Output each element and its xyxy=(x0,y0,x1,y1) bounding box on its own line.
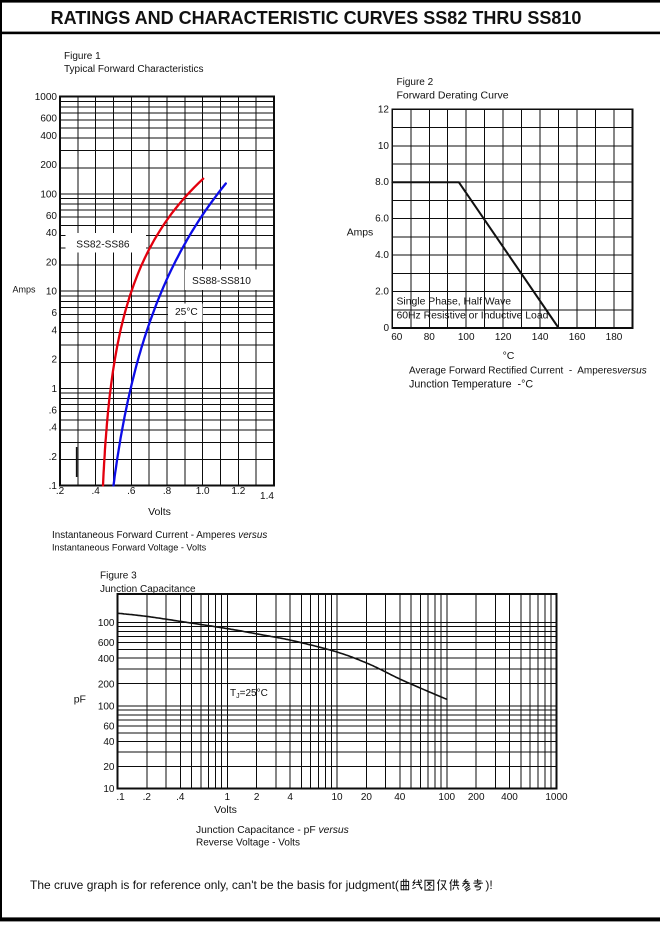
svg-text:Single Phase, Half Wave: Single Phase, Half Wave xyxy=(397,297,512,308)
svg-text:Reverse Voltage - Volts: Reverse Voltage - Volts xyxy=(196,838,300,849)
svg-text:600: 600 xyxy=(40,114,57,125)
svg-text:10: 10 xyxy=(46,287,58,298)
svg-text:RATINGS AND CHARACTERISTIC CUR: RATINGS AND CHARACTERISTIC CURVES SS82 T… xyxy=(51,8,582,28)
svg-text:100: 100 xyxy=(438,792,455,803)
svg-text:60: 60 xyxy=(46,211,58,222)
svg-text:Junction Capacitance - pF vers: Junction Capacitance - pF versus xyxy=(196,825,349,836)
svg-text:SS82-SS86: SS82-SS86 xyxy=(76,240,130,251)
svg-text:Typical Forward Characteristic: Typical Forward Characteristics xyxy=(64,64,203,75)
svg-text:SS88-SS810: SS88-SS810 xyxy=(192,276,251,287)
svg-text:140: 140 xyxy=(532,332,549,343)
svg-text:Amps: Amps xyxy=(347,228,374,239)
svg-text:Instantaneous Forward Current: Instantaneous Forward Current - Amperes … xyxy=(52,530,267,541)
svg-text:1: 1 xyxy=(224,792,230,803)
svg-text:.4: .4 xyxy=(176,792,185,803)
svg-text:.2: .2 xyxy=(49,452,58,463)
svg-text:180: 180 xyxy=(606,332,623,343)
svg-text:100: 100 xyxy=(98,702,115,713)
svg-text:40: 40 xyxy=(46,228,58,239)
svg-text:.8: .8 xyxy=(163,486,172,497)
svg-text:10: 10 xyxy=(378,141,390,152)
svg-text:1000: 1000 xyxy=(545,792,568,803)
svg-text:20: 20 xyxy=(361,792,373,803)
svg-text:100: 100 xyxy=(458,332,475,343)
svg-text:Amps: Amps xyxy=(13,285,37,295)
svg-text:60Hz Resistive or Inductive Lo: 60Hz Resistive or Inductive Load xyxy=(397,311,549,322)
svg-text:1.2: 1.2 xyxy=(231,486,245,497)
svg-text:.1: .1 xyxy=(116,792,125,803)
svg-text:100: 100 xyxy=(98,618,115,629)
svg-text:Figure 1: Figure 1 xyxy=(64,51,101,62)
svg-text:Volts: Volts xyxy=(214,804,237,816)
svg-text:2: 2 xyxy=(51,355,57,366)
svg-text:.2: .2 xyxy=(56,486,65,497)
svg-text:25°C: 25°C xyxy=(175,307,198,318)
svg-text:120: 120 xyxy=(495,332,512,343)
svg-text:4.0: 4.0 xyxy=(375,250,389,261)
svg-text:200: 200 xyxy=(98,679,115,690)
svg-text:Average Forward Rectified Curr: Average Forward Rectified Current - Ampe… xyxy=(409,366,647,377)
svg-text:40: 40 xyxy=(394,792,406,803)
svg-text:.4: .4 xyxy=(91,486,100,497)
svg-text:80: 80 xyxy=(424,332,436,343)
svg-text:6: 6 xyxy=(51,308,57,319)
svg-text:0: 0 xyxy=(383,323,389,334)
svg-text:1.4: 1.4 xyxy=(260,491,274,502)
svg-text:Forward Derating Curve: Forward Derating Curve xyxy=(397,90,509,102)
svg-text:°C: °C xyxy=(503,350,515,362)
svg-text:60: 60 xyxy=(391,332,403,343)
svg-text:400: 400 xyxy=(40,131,57,142)
svg-text:.2: .2 xyxy=(143,792,152,803)
svg-text:)!: )! xyxy=(485,878,492,892)
svg-text:20: 20 xyxy=(103,762,115,773)
svg-text:1000: 1000 xyxy=(35,92,58,103)
svg-text:1: 1 xyxy=(51,384,57,395)
svg-text:2: 2 xyxy=(254,792,260,803)
svg-text:Figure 3: Figure 3 xyxy=(100,571,137,582)
svg-text:2.0: 2.0 xyxy=(375,287,389,298)
svg-text:pF: pF xyxy=(74,694,86,706)
svg-text:Junction Temperature -°C: Junction Temperature -°C xyxy=(409,379,533,391)
svg-text:Volts: Volts xyxy=(148,506,171,518)
svg-text:Junction Capacitance: Junction Capacitance xyxy=(100,584,196,595)
svg-text:The cruve graph is for referen: The cruve graph is for reference only, c… xyxy=(30,878,399,892)
svg-text:.1: .1 xyxy=(49,481,58,492)
svg-text:TJ=25°C: TJ=25°C xyxy=(230,688,268,700)
svg-text:4: 4 xyxy=(287,792,293,803)
svg-text:40: 40 xyxy=(103,737,115,748)
svg-text:10: 10 xyxy=(103,784,115,795)
svg-text:6.0: 6.0 xyxy=(375,214,389,225)
svg-text:100: 100 xyxy=(40,189,57,200)
svg-text:160: 160 xyxy=(569,332,586,343)
svg-text:60: 60 xyxy=(103,722,115,733)
svg-text:.4: .4 xyxy=(49,423,58,434)
svg-text:4: 4 xyxy=(51,325,57,336)
svg-text:400: 400 xyxy=(501,792,518,803)
svg-text:.6: .6 xyxy=(49,405,58,416)
svg-text:600: 600 xyxy=(98,638,115,649)
svg-text:20: 20 xyxy=(46,257,58,268)
svg-text:Figure 2: Figure 2 xyxy=(397,77,434,88)
svg-text:10: 10 xyxy=(331,792,343,803)
svg-text:1.0: 1.0 xyxy=(196,486,210,497)
svg-text:12: 12 xyxy=(378,104,390,115)
svg-text:.6: .6 xyxy=(127,486,136,497)
svg-text:8.0: 8.0 xyxy=(375,177,389,188)
svg-text:400: 400 xyxy=(98,654,115,665)
svg-text:200: 200 xyxy=(468,792,485,803)
svg-text:200: 200 xyxy=(40,160,57,171)
svg-text:Instantaneous Forward Voltage: Instantaneous Forward Voltage - Volts xyxy=(52,543,207,553)
